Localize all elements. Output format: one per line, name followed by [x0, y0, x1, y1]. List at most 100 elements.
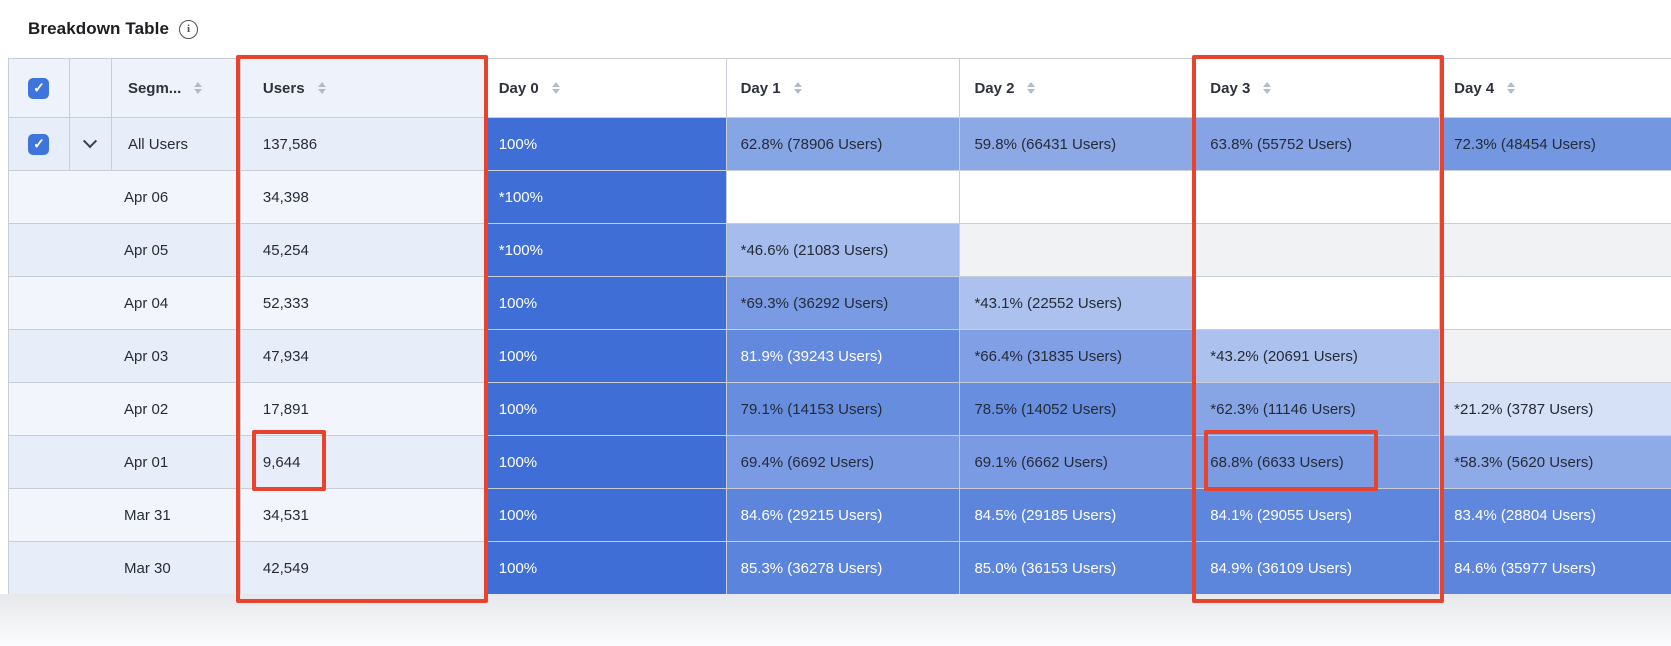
segment-cell: Apr 05	[9, 224, 241, 276]
day-4-cell: *58.3% (5620 Users)	[1440, 436, 1671, 488]
users-cell: 42,549	[240, 542, 485, 594]
segment-cell: Apr 01	[9, 436, 241, 488]
column-header-day-4[interactable]: Day 4	[1440, 59, 1671, 117]
users-cell: 34,398	[240, 171, 485, 223]
sort-icon	[1507, 81, 1516, 95]
day-2-cell: 85.0% (36153 Users)	[960, 542, 1197, 594]
day-3-cell	[1196, 224, 1441, 276]
day-1-cell: *46.6% (21083 Users)	[726, 224, 961, 276]
table-row: Apr 03 47,934 100% 81.9% (39243 Users) *66.4…	[9, 330, 1671, 383]
segment-cell: Mar 31	[9, 489, 241, 541]
day-1-cell: 85.3% (36278 Users)	[726, 542, 961, 594]
sort-icon	[1027, 81, 1036, 95]
users-cell: 47,934	[240, 330, 485, 382]
day-4-cell	[1440, 277, 1671, 329]
day-3-cell: 84.1% (29055 Users)	[1196, 489, 1441, 541]
day-2-cell: 84.5% (29185 Users)	[960, 489, 1197, 541]
table-row: Mar 30 42,549 100% 85.3% (36278 Users) 85.0%…	[9, 542, 1671, 595]
day-2-cell: 59.8% (66431 Users)	[960, 118, 1197, 170]
day-0-cell: *100%	[484, 171, 727, 223]
sort-icon	[793, 81, 802, 95]
column-header-day-0[interactable]: Day 0	[484, 59, 727, 117]
day-1-cell: 81.9% (39243 Users)	[726, 330, 961, 382]
title-bar: Breakdown Table i	[0, 0, 1671, 58]
day-1-header-label: Day 1	[740, 79, 781, 97]
column-header-day-1[interactable]: Day 1	[726, 59, 961, 117]
sort-icon	[1263, 81, 1272, 95]
segment-cell: Apr 04	[9, 277, 241, 329]
day-4-cell	[1440, 224, 1671, 276]
day-4-header-label: Day 4	[1454, 79, 1495, 97]
select-all-cell: ✓	[9, 59, 70, 117]
users-cell: 34,531	[240, 489, 485, 541]
day-2-header-label: Day 2	[974, 79, 1015, 97]
table-row: Apr 06 34,398 *100%	[9, 171, 1671, 224]
segment-cell: Mar 30	[9, 542, 241, 594]
segment-cell: All Users	[111, 118, 241, 170]
day-0-cell: 100%	[484, 277, 727, 329]
table-row: Apr 04 52,333 100% *69.3% (36292 Users) *43.…	[9, 277, 1671, 330]
chevron-down-icon[interactable]	[83, 134, 98, 149]
day-4-cell: 72.3% (48454 Users)	[1440, 118, 1671, 170]
day-1-cell: 79.1% (14153 Users)	[726, 383, 961, 435]
column-header-segment[interactable]: Segm...	[111, 59, 241, 117]
footer-area	[0, 594, 1671, 646]
users-header-label: Users	[262, 79, 305, 97]
day-1-cell: 69.4% (6692 Users)	[726, 436, 961, 488]
page-title: Breakdown Table	[28, 19, 169, 38]
segment-header-label: Segm...	[127, 79, 182, 97]
day-2-cell: *66.4% (31835 Users)	[960, 330, 1197, 382]
day-4-cell	[1440, 171, 1671, 223]
sort-icon	[317, 81, 326, 95]
day-4-cell: *21.2% (3787 Users)	[1440, 383, 1671, 435]
breakdown-table: ✓ Segm... Users Day 0 Day 1 Day 2	[8, 58, 1671, 595]
day-0-cell: 100%	[484, 330, 727, 382]
day-2-cell	[960, 224, 1197, 276]
users-cell: 52,333	[240, 277, 485, 329]
day-2-cell: 69.1% (6662 Users)	[960, 436, 1197, 488]
info-icon[interactable]: i	[179, 19, 198, 39]
day-3-cell	[1196, 171, 1441, 223]
segment-cell: Apr 06	[9, 171, 241, 223]
day-2-cell: 78.5% (14052 Users)	[960, 383, 1197, 435]
users-cell: 9,644	[240, 436, 485, 488]
day-3-cell: 68.8% (6633 Users)	[1196, 436, 1441, 488]
day-3-cell	[1196, 277, 1441, 329]
day-0-cell: 100%	[484, 118, 727, 170]
select-all-checkbox[interactable]: ✓	[28, 77, 50, 99]
column-header-day-3[interactable]: Day 3	[1196, 59, 1441, 117]
table-row: Apr 01 9,644 100% 69.4% (6692 Users) 69.1% (…	[9, 436, 1671, 489]
day-0-cell: 100%	[484, 383, 727, 435]
table-row: Apr 02 17,891 100% 79.1% (14153 Users) 78.5%…	[9, 383, 1671, 436]
row-expand-cell	[69, 118, 112, 170]
day-3-cell: 63.8% (55752 Users)	[1196, 118, 1441, 170]
day-0-cell: 100%	[484, 436, 727, 488]
day-1-cell	[726, 171, 961, 223]
users-cell: 17,891	[240, 383, 485, 435]
table-row: Mar 31 34,531 100% 84.6% (29215 Users) 84.5%…	[9, 489, 1671, 542]
table-body: ✓ All Users 137,586 100% 62.8% (78906 Users)…	[9, 118, 1671, 595]
day-3-cell: *62.3% (11146 Users)	[1196, 383, 1441, 435]
header-expand-spacer	[69, 59, 112, 117]
column-header-users[interactable]: Users	[240, 59, 485, 117]
day-0-cell: *100%	[484, 224, 727, 276]
sort-icon	[194, 81, 203, 95]
table-row: Apr 05 45,254 *100% *46.6% (21083 Users)	[9, 224, 1671, 277]
day-1-cell: 84.6% (29215 Users)	[726, 489, 961, 541]
day-3-cell: *43.2% (20691 Users)	[1196, 330, 1441, 382]
day-1-cell: 62.8% (78906 Users)	[726, 118, 961, 170]
day-0-header-label: Day 0	[498, 79, 539, 97]
checkmark-icon: ✓	[33, 79, 45, 96]
row-checkbox[interactable]: ✓	[28, 133, 50, 155]
column-header-day-2[interactable]: Day 2	[960, 59, 1197, 117]
segment-cell: Apr 02	[9, 383, 241, 435]
table-header-row: ✓ Segm... Users Day 0 Day 1 Day 2	[9, 59, 1671, 118]
day-1-cell: *69.3% (36292 Users)	[726, 277, 961, 329]
table-row: ✓ All Users 137,586 100% 62.8% (78906 Users)…	[9, 118, 1671, 171]
checkmark-icon: ✓	[33, 135, 45, 152]
users-cell: 45,254	[240, 224, 485, 276]
users-cell: 137,586	[240, 118, 485, 170]
day-4-cell: 83.4% (28804 Users)	[1440, 489, 1671, 541]
day-3-header-label: Day 3	[1210, 79, 1251, 97]
